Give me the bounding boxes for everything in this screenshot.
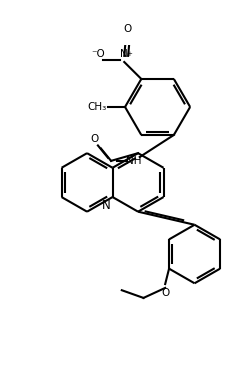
Text: ⁻O: ⁻O bbox=[91, 49, 105, 59]
Text: NH: NH bbox=[126, 156, 141, 166]
Text: O: O bbox=[123, 24, 132, 34]
Text: O: O bbox=[90, 134, 98, 144]
Text: N: N bbox=[102, 198, 110, 212]
Text: O: O bbox=[161, 288, 169, 298]
Text: +: + bbox=[127, 51, 132, 57]
Text: N: N bbox=[120, 49, 128, 59]
Text: CH₃: CH₃ bbox=[87, 102, 106, 112]
